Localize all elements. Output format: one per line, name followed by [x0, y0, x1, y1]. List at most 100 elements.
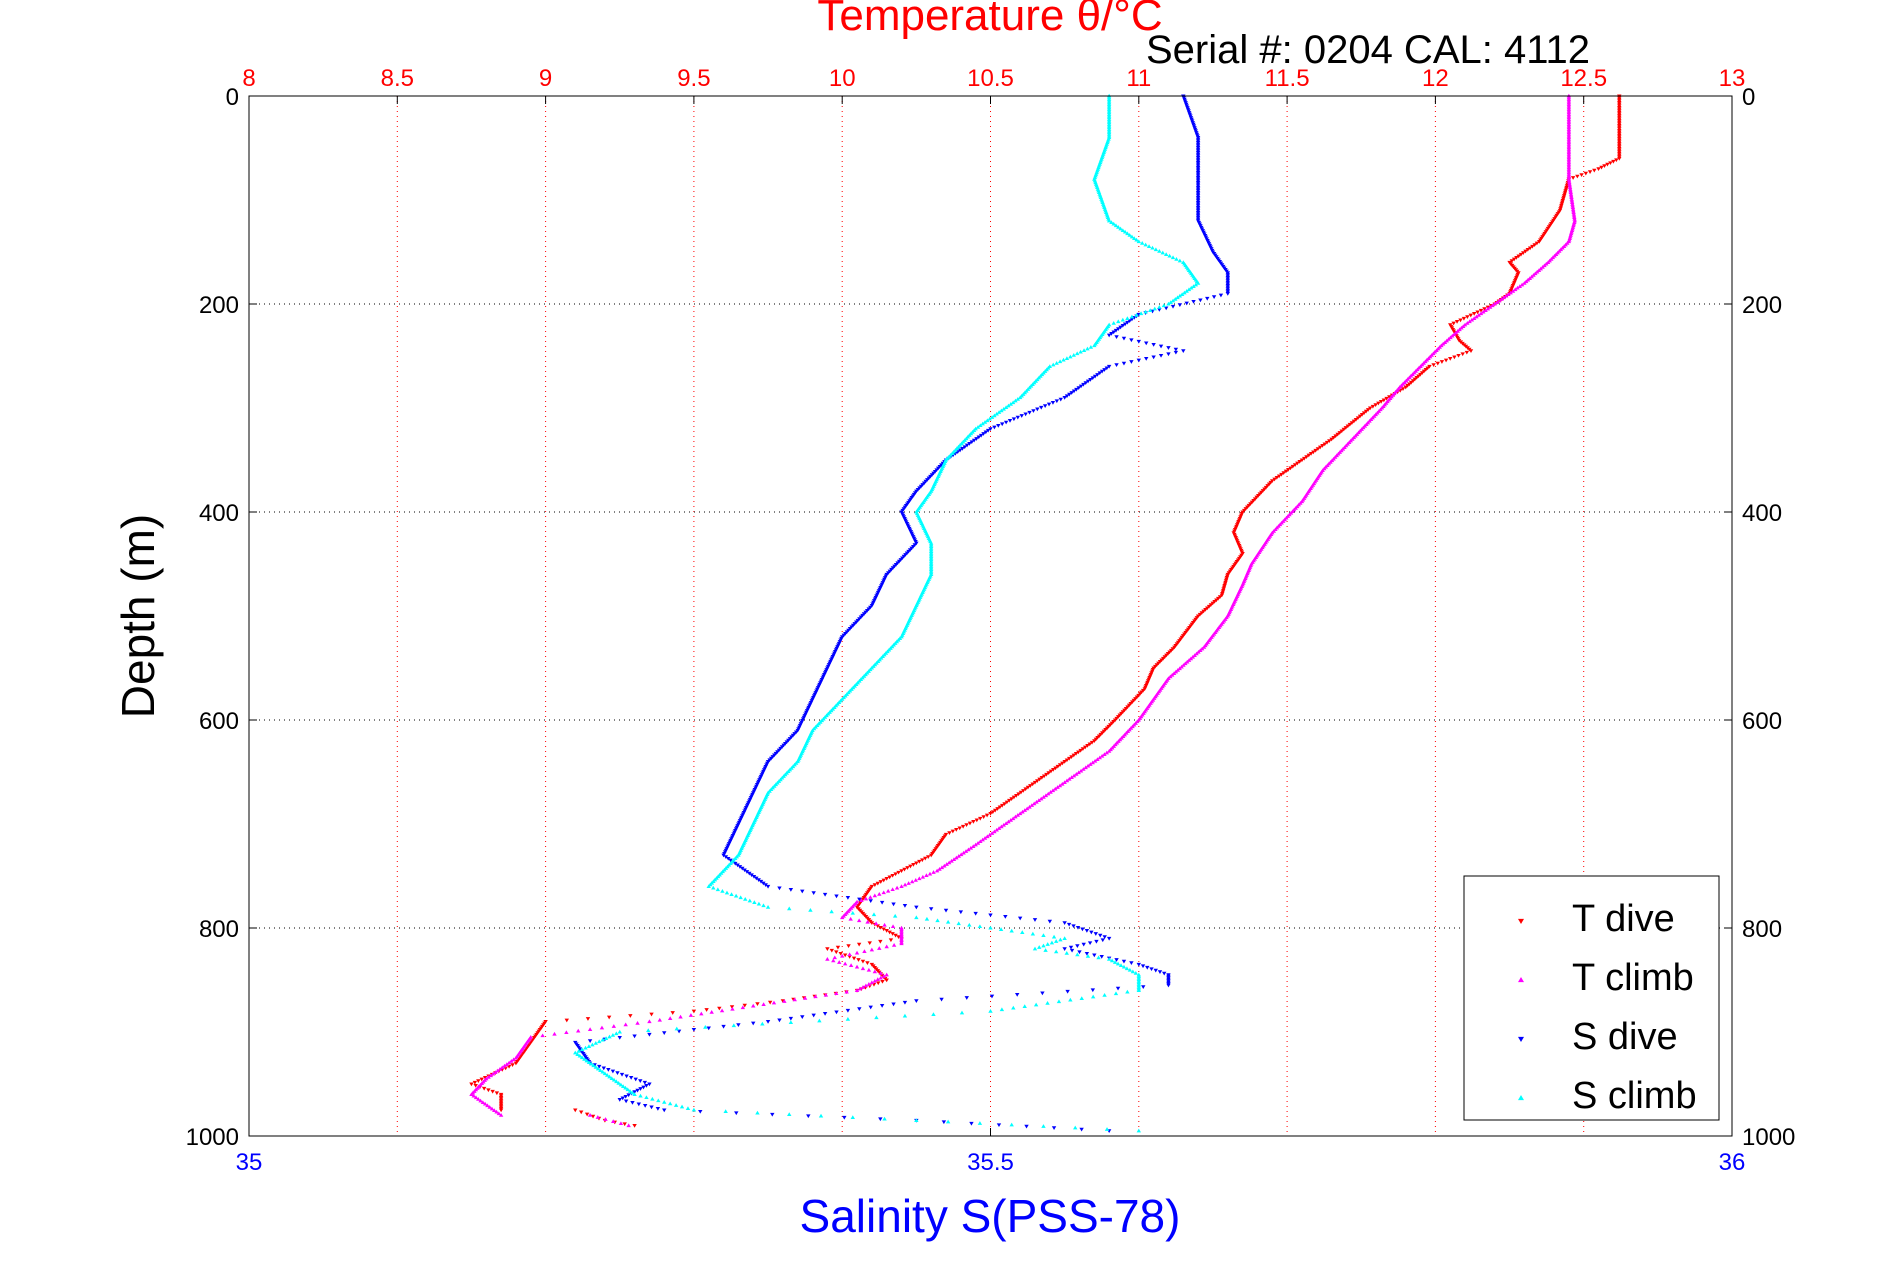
data-point-t-climb	[1569, 195, 1574, 200]
data-point-t-dive	[1448, 357, 1453, 361]
data-point-s-dive	[1084, 951, 1090, 956]
data-point-s-climb	[1148, 308, 1153, 312]
data-point-t-dive	[1071, 753, 1076, 758]
data-point-t-dive	[1315, 447, 1321, 451]
data-point-s-dive	[770, 1112, 775, 1117]
data-point-t-climb	[1001, 822, 1006, 827]
data-point-s-dive	[983, 430, 989, 435]
data-point-s-dive	[1079, 1127, 1084, 1132]
data-point-t-dive	[1290, 464, 1296, 469]
left-tick-label: 600	[199, 708, 239, 735]
data-point-t-climb	[1545, 260, 1551, 264]
data-point-t-dive	[1608, 161, 1613, 166]
data-point-s-dive	[1019, 414, 1024, 418]
data-point-s-climb	[584, 1058, 589, 1063]
data-point-t-dive	[1579, 173, 1584, 177]
data-point-t-climb	[865, 919, 870, 924]
data-point-t-climb	[1515, 285, 1520, 290]
data-point-s-climb	[1136, 988, 1141, 992]
data-point-t-climb	[989, 831, 995, 835]
data-point-t-dive	[1327, 439, 1332, 443]
data-point-t-climb	[1569, 196, 1574, 201]
data-point-s-climb	[1061, 357, 1066, 362]
data-point-s-climb	[1166, 301, 1171, 306]
data-point-t-climb	[854, 950, 860, 955]
data-point-t-climb	[1010, 816, 1016, 821]
data-point-s-dive	[1102, 935, 1107, 940]
data-point-s-climb	[1045, 1001, 1050, 1005]
data-point-t-dive	[875, 924, 880, 929]
data-point-s-climb	[1163, 252, 1169, 256]
data-point-t-climb	[1201, 645, 1207, 649]
data-point-s-climb	[959, 1010, 965, 1015]
data-point-s-dive	[617, 1036, 622, 1040]
data-point-s-climb	[956, 921, 961, 926]
data-point-t-climb	[493, 1070, 498, 1074]
data-point-t-dive	[992, 808, 998, 813]
data-point-s-climb	[1064, 356, 1070, 360]
data-point-t-dive	[878, 939, 883, 944]
data-point-t-dive	[988, 812, 993, 816]
data-point-t-dive	[1080, 747, 1086, 751]
data-point-s-dive	[642, 1104, 648, 1108]
data-point-t-climb	[863, 983, 869, 988]
data-point-s-dive	[1129, 360, 1134, 364]
data-point-s-dive	[1085, 379, 1091, 384]
data-point-s-dive	[1151, 355, 1156, 360]
data-point-t-dive	[1041, 774, 1047, 779]
data-point-t-dive	[1279, 472, 1284, 477]
data-point-s-climb	[1037, 945, 1042, 949]
data-point-t-climb	[1053, 786, 1058, 791]
data-point-t-climb	[486, 1075, 491, 1079]
data-point-s-climb	[1177, 258, 1183, 263]
data-point-t-climb	[761, 1002, 766, 1006]
legend-label-t-dive: T dive	[1572, 898, 1675, 940]
data-point-t-climb	[1459, 325, 1464, 330]
series-t-dive	[469, 94, 1622, 1128]
data-point-s-climb	[818, 1113, 824, 1118]
right-tick-label: 800	[1742, 916, 1782, 943]
data-point-t-dive	[865, 961, 870, 966]
data-point-t-dive	[1069, 755, 1074, 759]
data-point-s-dive	[628, 1076, 634, 1080]
data-point-t-climb	[1050, 788, 1056, 793]
data-point-t-dive	[1475, 310, 1480, 315]
legend-label-s-dive: S dive	[1572, 1016, 1678, 1058]
data-point-s-climb	[1124, 966, 1130, 971]
data-point-t-dive	[479, 1077, 484, 1082]
data-point-s-dive	[1097, 371, 1102, 376]
data-point-s-climb	[1008, 401, 1013, 406]
data-point-t-climb	[1567, 180, 1572, 185]
data-point-s-dive	[1046, 402, 1052, 407]
data-point-t-climb	[500, 1065, 505, 1070]
data-point-t-dive	[1046, 771, 1051, 775]
data-point-t-dive	[990, 810, 996, 815]
data-point-s-climb	[627, 1089, 633, 1093]
data-point-t-dive	[1317, 445, 1323, 450]
data-point-t-dive	[510, 1063, 515, 1067]
data-point-t-climb	[740, 1005, 746, 1010]
data-point-s-climb	[575, 1052, 580, 1056]
data-point-s-climb	[1056, 999, 1062, 1004]
data-point-s-dive	[1114, 335, 1119, 339]
data-point-s-climb	[724, 890, 730, 895]
data-point-s-dive	[788, 1016, 794, 1021]
data-point-t-dive	[473, 1083, 478, 1088]
data-point-s-dive	[1000, 422, 1005, 427]
data-point-t-climb	[1483, 308, 1488, 312]
data-point-s-dive	[943, 908, 949, 913]
data-point-s-climb	[729, 892, 734, 896]
data-point-t-climb	[771, 1000, 777, 1005]
data-point-s-climb	[829, 909, 834, 914]
data-point-s-dive	[1114, 958, 1119, 962]
data-point-t-climb	[1020, 809, 1025, 814]
data-point-t-climb	[587, 1027, 593, 1031]
data-point-t-climb	[946, 860, 952, 865]
data-point-t-climb	[884, 972, 889, 977]
data-point-t-dive	[1297, 460, 1302, 464]
data-point-s-dive	[1099, 955, 1104, 959]
data-point-t-climb	[802, 996, 808, 1000]
data-point-s-climb	[1118, 963, 1124, 967]
data-point-s-dive	[633, 1077, 638, 1082]
data-point-t-climb	[891, 942, 897, 947]
